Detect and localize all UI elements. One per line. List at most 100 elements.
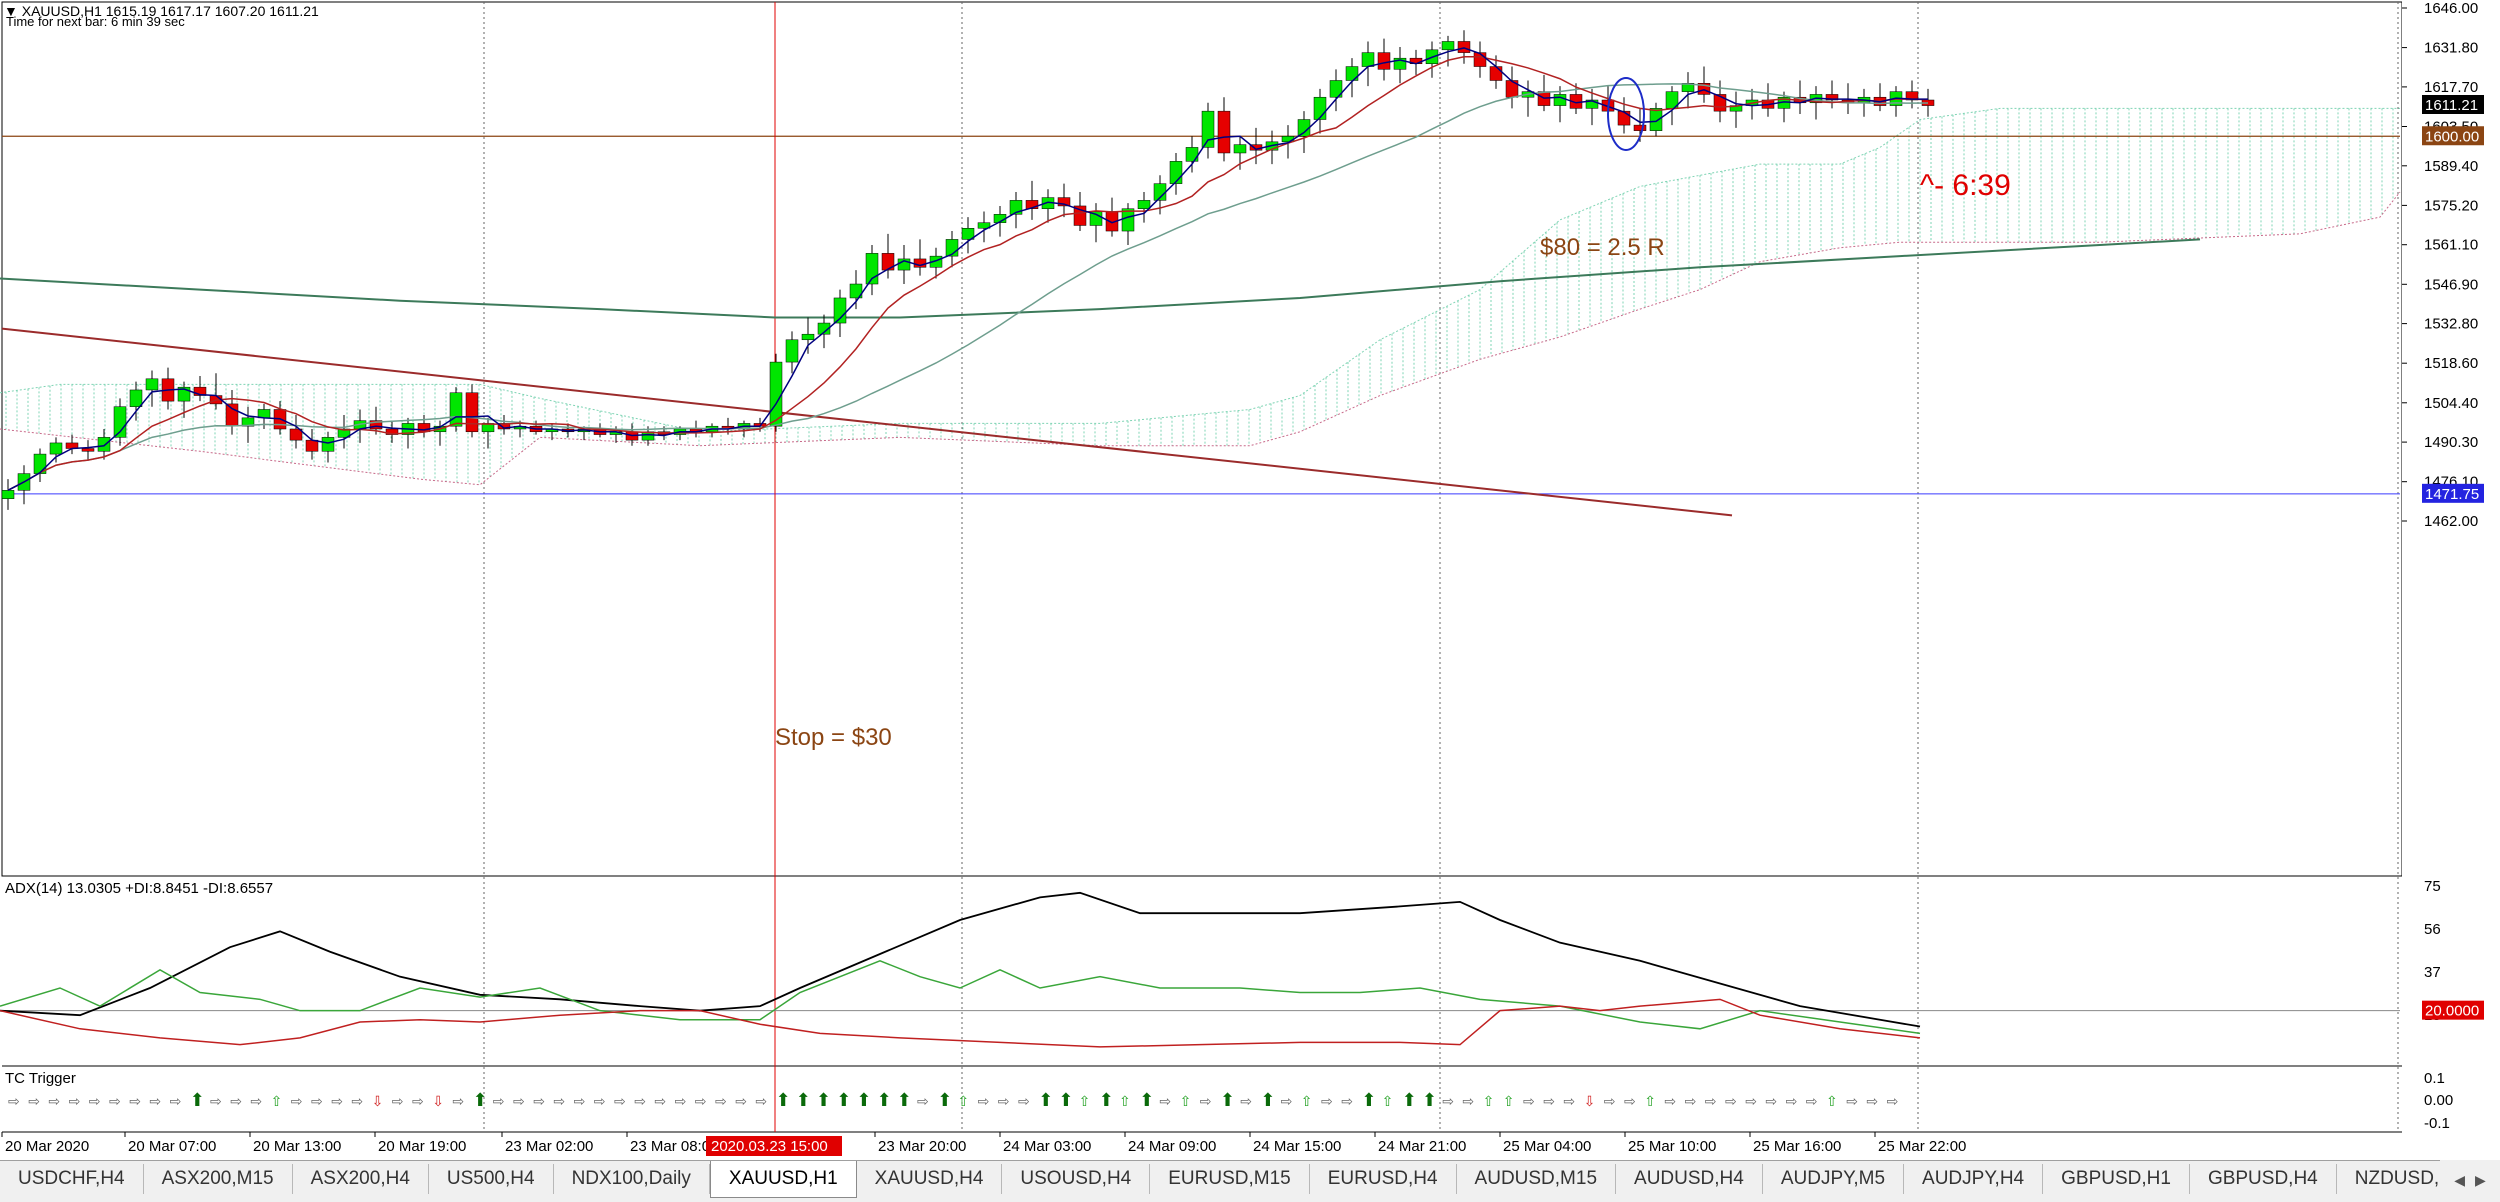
tc-signal-arrow-icon: ⬆: [877, 1090, 892, 1110]
tc-signal-arrow-icon: ⇨: [614, 1093, 626, 1109]
tc-signal-arrow-icon: ⬆: [776, 1090, 791, 1110]
tc-signal-arrow-icon: ⬆: [1099, 1090, 1114, 1110]
time-axis-label: 25 Mar 04:00: [1503, 1138, 1591, 1155]
price-axis-bg: [2402, 0, 2500, 1132]
tc-signal-arrow-icon: ⇩: [1584, 1093, 1596, 1109]
time-axis-label: 23 Mar 02:00: [505, 1138, 593, 1155]
candle-body: [1025, 200, 1039, 209]
adx-line: [0, 891, 1921, 1028]
candle-body: [833, 297, 847, 324]
candle-body: [465, 392, 479, 433]
price-axis-label: 1462.00: [2424, 513, 2478, 530]
tab-audjpy-h4[interactable]: AUDJPY,H4: [1904, 1164, 2044, 1194]
tab-eurusd-h4[interactable]: EURUSD,H4: [1310, 1164, 1457, 1194]
candle-body: [1649, 108, 1663, 131]
tab-audusd-m15[interactable]: AUDUSD,M15: [1457, 1164, 1617, 1194]
price-axis-label: 1631.80: [2424, 40, 2478, 57]
tc-signal-arrow-icon: ⇨: [1624, 1093, 1636, 1109]
adx-axis-label: 37: [2424, 964, 2441, 981]
tab-usousd-h4[interactable]: USOUSD,H4: [1002, 1164, 1151, 1194]
tab-audjpy-m5[interactable]: AUDJPY,M5: [1763, 1164, 1905, 1194]
candle-body: [369, 420, 383, 430]
target-annotation: $80 = 2.5 R: [1540, 234, 1665, 261]
chart-area[interactable]: Stop = $30 $80 = 2.5 R ^- 6:39 1646.00 1631.…: [0, 0, 2500, 1160]
dropdown-arrow-icon[interactable]: ▼: [4, 3, 18, 19]
tc-signal-arrow-icon: ⇨: [553, 1093, 565, 1109]
time-highlight-label: 2020.03.23 15:00: [711, 1138, 828, 1155]
tc-signal-arrow-icon: ⇨: [1664, 1093, 1676, 1109]
time-axis-label: 24 Mar 03:00: [1003, 1138, 1091, 1155]
tc-signal-arrow-icon: ⬆: [1058, 1090, 1073, 1110]
tc-signal-arrow-icon: ⇨: [1765, 1093, 1777, 1109]
tab-usdchf-h4[interactable]: USDCHF,H4: [0, 1164, 144, 1194]
tab-audusd-h4[interactable]: AUDUSD,H4: [1616, 1164, 1763, 1194]
candle-body: [1489, 66, 1503, 81]
tc-signal-arrow-icon: ⇧: [1382, 1093, 1394, 1109]
tc-signal-arrow-icon: ⇧: [1180, 1093, 1192, 1109]
candle-body: [257, 409, 271, 419]
price-axis-label: 1504.40: [2424, 395, 2478, 412]
candle-body: [1057, 197, 1071, 207]
tc-signal-arrow-icon: ⇨: [1462, 1093, 1474, 1109]
tc-signal-arrow-icon: ⇧: [957, 1093, 969, 1109]
candle-body: [1617, 110, 1631, 126]
tab-xauusd-h4[interactable]: XAUUSD,H4: [857, 1164, 1003, 1194]
candle-body: [929, 255, 943, 268]
time-axis-label: 20 Mar 07:00: [128, 1138, 216, 1155]
symbol-info: ▼ XAUUSD,H1 1615.19 1617.17 1607.20 1611…: [4, 3, 319, 19]
time-axis-label: 24 Mar 21:00: [1378, 1138, 1466, 1155]
tab-ndx100-daily[interactable]: NDX100,Daily: [554, 1164, 710, 1194]
time-axis-label: 20 Mar 13:00: [253, 1138, 341, 1155]
tab-scroll-left-icon[interactable]: ◀: [2454, 1172, 2465, 1188]
tc-signal-arrow-icon: ⇨: [1846, 1093, 1858, 1109]
level-1600-label: 1600.00: [2425, 128, 2479, 145]
tab-xauusd-h1[interactable]: XAUUSD,H1: [709, 1161, 857, 1198]
price-axis-label: 1589.40: [2424, 158, 2478, 175]
tab-gbpusd-h1[interactable]: GBPUSD,H1: [2043, 1164, 2190, 1194]
price-axis-label: 1546.90: [2424, 276, 2478, 293]
tab-gbpusd-h4[interactable]: GBPUSD,H4: [2190, 1164, 2337, 1194]
tc-signal-arrow-icon: ⇨: [1806, 1093, 1818, 1109]
candle-body: [1313, 96, 1327, 120]
ema-long-line: [0, 238, 2201, 319]
candle-body: [241, 417, 255, 427]
tc-signal-arrow-icon: ⇨: [351, 1093, 363, 1109]
candle-body: [1681, 83, 1695, 92]
tab-asx200-m15[interactable]: ASX200,M15: [144, 1164, 293, 1194]
tc-axis-label: 0.1: [2424, 1070, 2445, 1087]
tab-scroll-right-icon[interactable]: ▶: [2475, 1172, 2486, 1188]
candle-body: [1169, 161, 1183, 184]
tc-signal-arrow-icon: ⬆: [1422, 1090, 1437, 1110]
tc-signal-arrow-icon: ⇨: [69, 1093, 81, 1109]
tc-signal-arrow-icon: ⇨: [1281, 1093, 1293, 1109]
tc-signal-arrow-icon: ⇧: [1503, 1093, 1515, 1109]
tc-signal-arrow-icon: ⇨: [1786, 1093, 1798, 1109]
tab-eurusd-m15[interactable]: EURUSD,M15: [1150, 1164, 1310, 1194]
chart-canvas[interactable]: Stop = $30 $80 = 2.5 R ^- 6:39 1646.00 1631.…: [0, 0, 2500, 1160]
candle-body: [961, 228, 975, 240]
current-price-label: 1611.21: [2425, 97, 2478, 114]
tc-signal-arrow-icon: ⇨: [1745, 1093, 1757, 1109]
tc-signal-arrow-icon: ⇨: [998, 1093, 1010, 1109]
candle-body: [801, 333, 815, 341]
tab-us500-h4[interactable]: US500,H4: [429, 1164, 554, 1194]
candle-body: [817, 322, 831, 335]
candle-body: [129, 389, 143, 407]
time-axis-label: 24 Mar 15:00: [1253, 1138, 1341, 1155]
tc-signal-arrow-icon: ⇨: [755, 1093, 767, 1109]
candle-body: [1697, 83, 1711, 95]
ema-mid-line: [7, 56, 1929, 491]
candle-body: [81, 448, 95, 452]
candle-body: [1137, 200, 1151, 209]
tab-asx200-h4[interactable]: ASX200,H4: [293, 1164, 429, 1194]
candle-body: [1585, 99, 1599, 109]
tc-signal-arrow-icon: ⬆: [796, 1090, 811, 1110]
candle-body: [1281, 136, 1295, 143]
tc-signal-arrow-icon: ⬆: [190, 1090, 205, 1110]
price-axis-label: 1617.70: [2424, 79, 2478, 96]
candle-body: [97, 437, 111, 452]
time-axis-label: 25 Mar 16:00: [1753, 1138, 1841, 1155]
candle-body: [1377, 52, 1391, 70]
tc-signal-arrow-icon: ⇨: [1887, 1093, 1899, 1109]
tc-signal-arrow-icon: ⬆: [856, 1090, 871, 1110]
